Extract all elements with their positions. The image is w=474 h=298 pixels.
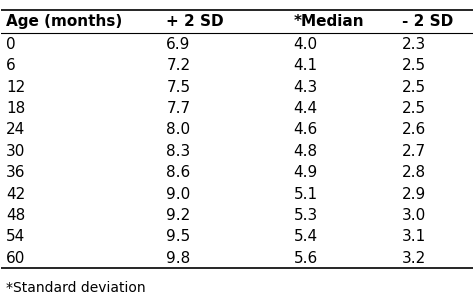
Text: 4.0: 4.0: [293, 37, 318, 52]
Text: 7.5: 7.5: [166, 80, 191, 95]
Text: 8.3: 8.3: [166, 144, 191, 159]
Text: 18: 18: [6, 101, 25, 116]
Text: 2.8: 2.8: [402, 165, 426, 180]
Text: *Median: *Median: [293, 14, 364, 30]
Text: 4.8: 4.8: [293, 144, 318, 159]
Text: 2.6: 2.6: [402, 122, 426, 137]
Text: 0: 0: [6, 37, 16, 52]
Text: 8.6: 8.6: [166, 165, 191, 180]
Text: 2.7: 2.7: [402, 144, 426, 159]
Text: 2.3: 2.3: [402, 37, 426, 52]
Text: 6.9: 6.9: [166, 37, 191, 52]
Text: 36: 36: [6, 165, 26, 180]
Text: 4.6: 4.6: [293, 122, 318, 137]
Text: 4.1: 4.1: [293, 58, 318, 73]
Text: 4.3: 4.3: [293, 80, 318, 95]
Text: 48: 48: [6, 208, 25, 223]
Text: 7.7: 7.7: [166, 101, 191, 116]
Text: 3.0: 3.0: [402, 208, 426, 223]
Text: 2.9: 2.9: [402, 187, 426, 201]
Text: 12: 12: [6, 80, 25, 95]
Text: 54: 54: [6, 229, 25, 244]
Text: 6: 6: [6, 58, 16, 73]
Text: 2.5: 2.5: [402, 80, 426, 95]
Text: 3.2: 3.2: [402, 251, 426, 266]
Text: 5.1: 5.1: [293, 187, 318, 201]
Text: 7.2: 7.2: [166, 58, 191, 73]
Text: 5.3: 5.3: [293, 208, 318, 223]
Text: 9.8: 9.8: [166, 251, 191, 266]
Text: 24: 24: [6, 122, 25, 137]
Text: - 2 SD: - 2 SD: [402, 14, 453, 30]
Text: *Standard deviation: *Standard deviation: [6, 281, 146, 295]
Text: 9.0: 9.0: [166, 187, 191, 201]
Text: 9.5: 9.5: [166, 229, 191, 244]
Text: 5.4: 5.4: [293, 229, 318, 244]
Text: 42: 42: [6, 187, 25, 201]
Text: 4.4: 4.4: [293, 101, 318, 116]
Text: 3.1: 3.1: [402, 229, 426, 244]
Text: 2.5: 2.5: [402, 58, 426, 73]
Text: 4.9: 4.9: [293, 165, 318, 180]
Text: + 2 SD: + 2 SD: [166, 14, 224, 30]
Text: 5.6: 5.6: [293, 251, 318, 266]
Text: 8.0: 8.0: [166, 122, 191, 137]
Text: 9.2: 9.2: [166, 208, 191, 223]
Text: Age (months): Age (months): [6, 14, 122, 30]
Text: 2.5: 2.5: [402, 101, 426, 116]
Text: 30: 30: [6, 144, 26, 159]
Text: 60: 60: [6, 251, 26, 266]
